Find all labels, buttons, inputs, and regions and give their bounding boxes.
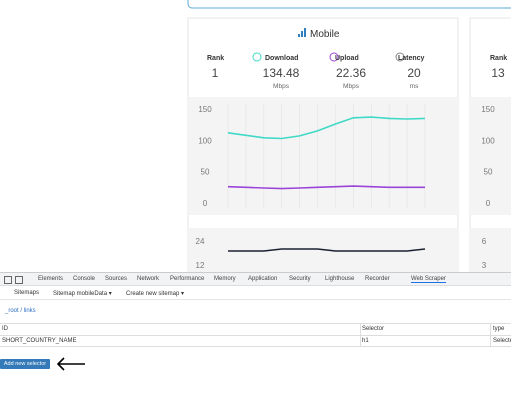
stat-value: 1 [212,66,219,80]
tab[interactable]: Memory [214,276,236,282]
subnav-item[interactable]: Sitemap mobileData ▾ [53,291,112,297]
table-row [0,335,511,347]
table-header-cell: Selector [362,326,385,332]
signal-icon [298,28,306,37]
y-tick-label: 50 [484,168,493,177]
device-icon[interactable] [15,276,23,284]
table-header-cell: type [493,326,505,332]
stat-label: Latency [398,55,425,62]
line [227,185,425,190]
table-cell: Selecte [493,338,511,344]
y-tick-label: 6 [482,237,487,246]
y-tick-label: 0 [203,199,208,208]
icon [252,52,262,62]
search-box [187,0,511,9]
icon [395,52,405,62]
breadcrumb[interactable]: _root / links [5,308,36,314]
web-content: Mobile Rank 1 Download 134.48 Mbps Upload 22.3… [187,0,511,272]
col-sep [360,323,361,347]
chart-bg [470,228,511,272]
stat-label: Download [265,55,298,62]
tab[interactable]: Elements [38,276,64,282]
y-tick-label: 50 [201,168,210,177]
tab[interactable]: Web Scraper [411,276,446,283]
stat-value: 20 [407,66,421,80]
stat-value: 134.48 [263,66,300,80]
y-tick-label: 3 [482,261,487,270]
y-tick-label: 150 [481,105,495,114]
line [227,116,426,140]
stat-label: Rank [207,55,224,62]
table-cell: SHORT_COUNTRY_NAME [2,338,77,344]
subnav-item[interactable]: Sitemaps [14,290,40,296]
arrow [56,357,85,371]
stat-unit: Mbps [343,83,360,90]
table-header [0,323,511,336]
tab-bar [0,273,511,286]
chart-bg [470,97,511,215]
icon [329,52,339,62]
y-tick-label: 0 [486,199,491,208]
add-selector-button[interactable]: Add new selector [0,359,50,369]
card-title: Mobile [310,29,340,40]
y-tick-label: 24 [196,237,205,246]
stat-value: 22.36 [336,66,366,80]
tab[interactable]: Application [248,276,278,282]
y-tick-label: 100 [481,136,495,145]
divider [0,299,511,300]
chart-bg [188,97,458,215]
stat-label: Rank [490,55,507,62]
stat-label: Upload [335,55,359,62]
line [228,248,426,252]
tab[interactable]: Console [73,276,96,282]
y-tick-label: 100 [198,136,212,145]
col-sep [490,323,491,347]
y-tick-label: 150 [198,105,212,114]
inspect-icon[interactable] [4,276,12,284]
y-tick-label: 12 [196,261,205,270]
stat-value: 13 [491,66,505,80]
tab[interactable]: Network [137,276,160,282]
tab[interactable]: Performance [170,276,205,282]
tab[interactable]: Sources [105,276,128,282]
tab[interactable]: Security [289,276,311,282]
stat-unit: Mbps [273,83,290,90]
stat-unit: ms [410,83,419,90]
table-header-cell: ID [2,326,8,332]
tab[interactable]: Recorder [365,276,390,282]
devtools: _root / links Add new selector Elements C… [0,272,511,405]
table-cell: h1 [362,338,369,344]
tab[interactable]: Lighthouse [325,276,355,282]
subnav-item[interactable]: Create new sitemap ▾ [126,291,185,297]
